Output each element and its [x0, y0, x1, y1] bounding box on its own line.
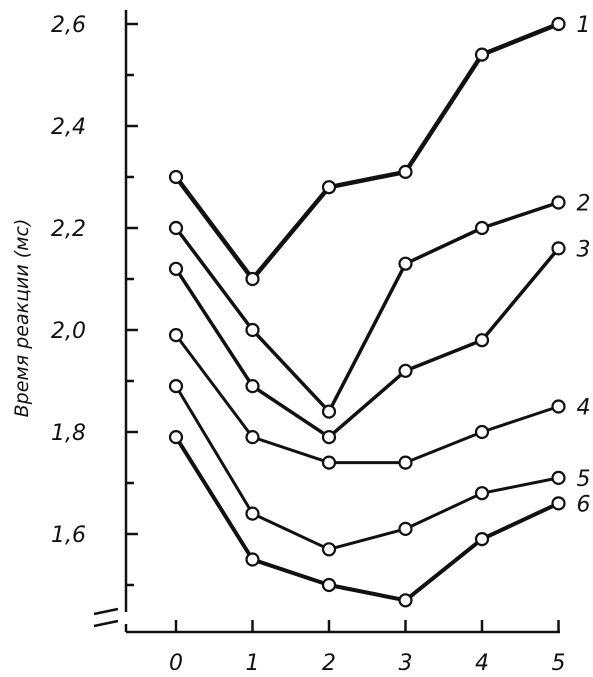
data-point-series-1 [321, 180, 337, 195]
data-point-series-1 [551, 16, 566, 32]
data-point-series-4 [245, 430, 260, 445]
series-label-3: 3 [577, 237, 591, 262]
data-point-series-6 [551, 496, 566, 511]
data-point-series-1 [245, 271, 260, 287]
y-axis-break-mark [93, 619, 119, 628]
y-axis-title: Время реакции (мс) [11, 219, 33, 418]
data-point-series-4 [398, 455, 413, 470]
data-point-series-3 [245, 379, 260, 394]
series-label-5: 5 [577, 467, 591, 492]
data-point-series-5 [551, 470, 566, 485]
data-point-series-6 [398, 593, 413, 608]
data-point-series-6 [474, 531, 490, 547]
labels-layer: 1 2 3 4 56 [577, 13, 591, 517]
data-point-series-6 [321, 577, 337, 593]
data-point-series-2 [245, 322, 260, 338]
data-point-series-5 [168, 379, 184, 394]
data-point-series-2 [474, 220, 490, 236]
data-point-series-4 [321, 455, 337, 470]
data-point-series-1 [398, 164, 413, 179]
y-tick-label: 1,6 [51, 523, 86, 548]
y-tick-label: 2,6 [51, 13, 86, 38]
x-tick-label: 5 [552, 651, 566, 676]
series-layer [168, 16, 566, 608]
data-point-series-5 [321, 542, 337, 557]
data-point-series-3 [168, 261, 184, 276]
data-point-series-4 [551, 399, 566, 414]
data-point-series-2 [321, 404, 337, 419]
data-point-series-5 [245, 506, 260, 521]
y-tick-label: 1,8 [51, 421, 86, 446]
data-point-series-3 [398, 363, 413, 378]
series-label-1: 1 [577, 13, 591, 38]
series-line-4 [174, 333, 560, 465]
data-point-series-5 [398, 521, 413, 537]
y-tick-label: 2,4 [51, 115, 86, 140]
series-line-5 [174, 384, 560, 551]
data-point-series-6 [168, 430, 184, 445]
x-tick-label: 2 [322, 651, 336, 676]
data-point-series-5 [474, 486, 490, 501]
data-point-series-1 [168, 169, 184, 185]
series-line-3 [174, 246, 561, 439]
y-tick-label: 2,0 [51, 319, 86, 344]
series-label-2: 2 [577, 192, 591, 217]
data-point-series-2 [168, 220, 184, 236]
data-point-series-2 [398, 256, 413, 271]
data-point-series-4 [474, 424, 490, 440]
x-tick-label: 4 [475, 651, 489, 676]
series-line-2 [174, 200, 561, 414]
data-point-series-4 [168, 328, 184, 343]
series-label-4: 4 [577, 396, 591, 421]
data-point-series-1 [474, 47, 490, 62]
series-line-1 [173, 21, 561, 282]
x-tick-label: 0 [169, 651, 183, 676]
data-point-series-6 [245, 552, 260, 567]
axes: 1,6 1,8 2,0 2,2 2,4 2,6 0 1 2 3 4 5 Время реакции (м… [11, 10, 566, 676]
y-tick-label: 2,2 [51, 217, 86, 242]
data-point-series-2 [551, 195, 566, 210]
series-label-6: 6 [577, 492, 591, 517]
series-line-6 [174, 435, 561, 603]
x-tick-label: 3 [399, 651, 413, 676]
data-point-series-3 [551, 241, 566, 256]
y-axis-break-mark [93, 607, 119, 616]
data-point-series-3 [321, 430, 337, 445]
x-tick-label: 1 [246, 651, 260, 676]
data-point-series-3 [474, 333, 490, 348]
